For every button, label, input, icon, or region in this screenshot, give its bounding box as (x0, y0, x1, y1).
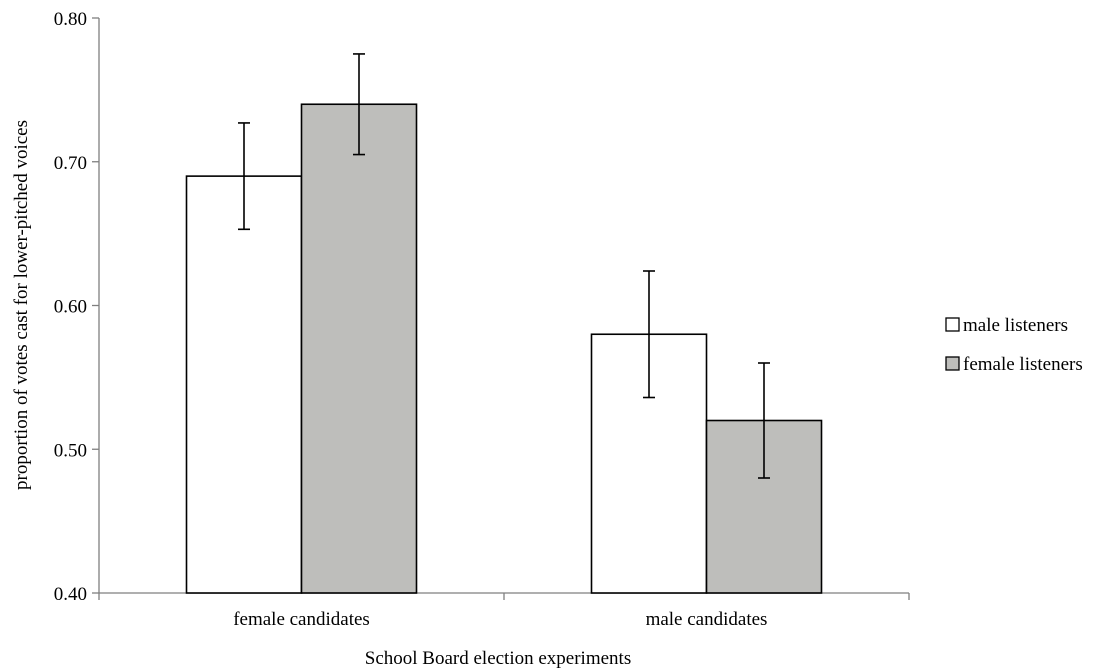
category-label: male candidates (646, 609, 768, 630)
y-tick-label: 0.70 (54, 153, 87, 174)
y-tick-label: 0.50 (54, 440, 87, 461)
bar (300, 103, 418, 594)
x-axis-title: School Board election experiments (365, 648, 631, 669)
bar (185, 175, 303, 594)
category-label: female candidates (233, 609, 370, 630)
x-axis: female candidates male candidates (98, 592, 910, 630)
legend-label: female listeners (963, 354, 1083, 375)
bars (185, 103, 823, 594)
y-tick-label: 0.80 (54, 9, 87, 30)
legend-swatch (945, 317, 960, 332)
y-tick-label: 0.40 (54, 584, 87, 605)
y-axis-title: proportion of votes cast for lower-pitch… (11, 120, 32, 490)
legend-label: male listeners (963, 315, 1068, 336)
legend-swatch (945, 356, 960, 371)
y-axis: 0.40 0.50 0.60 0.70 0.80 (54, 9, 100, 605)
y-tick-label: 0.60 (54, 297, 87, 318)
error-bars (238, 53, 770, 479)
legend: male listeners female listeners (945, 315, 1083, 375)
